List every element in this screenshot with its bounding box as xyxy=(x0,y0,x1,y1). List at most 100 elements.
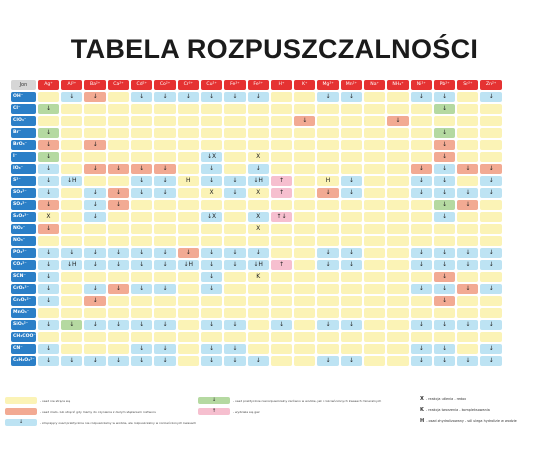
solubility-cell xyxy=(294,332,316,342)
solubility-cell: ↓ xyxy=(154,188,176,198)
solubility-cell: X xyxy=(247,152,269,162)
solubility-cell xyxy=(364,248,386,258)
solubility-cell: ↓ xyxy=(457,200,479,210)
table-row: IO₃⁻ ↓ ↓ ↓ ↓ ↓ ↓ ↓ ↓ ↓ ↓ ↓ xyxy=(11,164,502,174)
solubility-cell: ↓ xyxy=(200,284,223,294)
solubility-cell xyxy=(457,296,479,306)
solubility-cell xyxy=(387,308,409,318)
solubility-cell xyxy=(177,296,199,306)
table-row: I⁻ ↓ ↓X X ↓ xyxy=(11,152,502,162)
solubility-cell: ↓ xyxy=(224,320,246,330)
solubility-cell xyxy=(37,308,60,318)
solubility-cell xyxy=(480,128,502,138)
solubility-cell: ↓ xyxy=(410,284,432,294)
solubility-cell xyxy=(154,212,176,222)
cation-header: Cr³⁺ xyxy=(177,80,199,90)
solubility-cell: ↓ xyxy=(84,164,106,174)
solubility-cell: ↓ xyxy=(433,344,456,354)
legend-yellow: - osad nie strąca się xyxy=(5,397,70,404)
solubility-cell: ↓ xyxy=(131,164,153,174)
solubility-cell: ↓ xyxy=(410,188,432,198)
solubility-cell: ↓H xyxy=(177,260,199,270)
solubility-cell xyxy=(247,320,269,330)
solubility-cell xyxy=(340,344,362,354)
solubility-cell xyxy=(294,104,316,114)
legend-blue: ↓ - strącający osad praktycznie nie rozp… xyxy=(5,419,196,426)
solubility-cell xyxy=(457,344,479,354)
solubility-cell xyxy=(61,308,83,318)
solubility-cell xyxy=(247,116,269,126)
solubility-cell xyxy=(177,140,199,150)
solubility-cell: ↓ xyxy=(457,164,479,174)
solubility-cell xyxy=(224,104,246,114)
solubility-cell xyxy=(107,128,130,138)
solubility-cell: ↓ xyxy=(84,200,106,210)
solubility-cell: ↓ xyxy=(433,284,456,294)
solubility-cell: ↓ xyxy=(410,320,432,330)
header-label: Jon xyxy=(11,80,36,90)
solubility-cell xyxy=(224,284,246,294)
solubility-cell xyxy=(410,296,432,306)
anion-label: BrO₃⁻ xyxy=(11,140,36,150)
solubility-cell xyxy=(387,224,409,234)
solubility-cell: ↓ xyxy=(340,176,362,186)
solubility-cell: X xyxy=(247,212,269,222)
cation-header: Ag⁺ xyxy=(37,80,60,90)
solubility-cell xyxy=(131,236,153,246)
table-row: BrO₃⁻ ↓ ↓ ↓ xyxy=(11,140,502,150)
solubility-cell xyxy=(457,224,479,234)
legend-green-text: - osad praktycznie nierozpuszczalny zaró… xyxy=(233,398,382,403)
solubility-cell xyxy=(317,308,339,318)
solubility-cell: ↓ xyxy=(84,284,106,294)
solubility-cell: ↓ xyxy=(410,356,432,366)
solubility-cell xyxy=(387,320,409,330)
anion-label: MnO₄⁻ xyxy=(11,308,36,318)
solubility-cell xyxy=(294,272,316,282)
table-row: CN⁻ ↓ ↓ ↓ ↓ ↓ ↓ ↓ ↓ xyxy=(11,344,502,354)
table-row: Cl⁻ ↓ ↓ xyxy=(11,104,502,114)
solubility-cell xyxy=(224,200,246,210)
solubility-cell xyxy=(364,332,386,342)
solubility-cell xyxy=(387,188,409,198)
cation-header: Fe³⁺ xyxy=(247,80,269,90)
solubility-cell: ↓ xyxy=(131,188,153,198)
solubility-cell xyxy=(131,272,153,282)
solubility-cell: ↓ xyxy=(317,260,339,270)
solubility-cell xyxy=(131,152,153,162)
solubility-cell: X xyxy=(247,224,269,234)
solubility-cell xyxy=(131,140,153,150)
solubility-cell xyxy=(294,92,316,102)
solubility-cell: ↓H xyxy=(61,176,83,186)
solubility-cell: ↓ xyxy=(131,176,153,186)
solubility-cell xyxy=(107,104,130,114)
solubility-cell xyxy=(364,188,386,198)
page-title: TABELA ROZPUSZCZALNOŚCI xyxy=(70,34,479,64)
legend: - osad nie strąca się - osad mało- lub s… xyxy=(0,391,549,459)
solubility-cell xyxy=(270,224,293,234)
solubility-cell xyxy=(364,308,386,318)
legend-green-swatch: ↓ xyxy=(198,397,230,404)
solubility-cell: ↓ xyxy=(107,200,130,210)
solubility-cell: ↓ xyxy=(433,188,456,198)
solubility-cell: ↓ xyxy=(200,356,223,366)
anion-label: C₂H₂O₄²⁻ xyxy=(11,356,36,366)
solubility-cell xyxy=(364,152,386,162)
solubility-cell xyxy=(107,272,130,282)
table-row: C₂H₂O₄²⁻ ↓ ↓ ↓ ↓ ↓ ↓ ↓ ↓ ↓ ↓ ↓ ↓ ↓ ↓ ↓ xyxy=(11,356,502,366)
solubility-cell: ↓ xyxy=(457,188,479,198)
cation-header: Pb²⁺ xyxy=(433,80,456,90)
solubility-cell xyxy=(177,116,199,126)
solubility-cell xyxy=(61,140,83,150)
solubility-cell xyxy=(317,140,339,150)
solubility-cell xyxy=(154,128,176,138)
solubility-cell xyxy=(154,224,176,234)
solubility-cell: ↓ xyxy=(154,320,176,330)
table-row: SO₃²⁻ ↓ ↓ ↓ ↓ ↓ X ↓ X ↑ ↓ ↓ ↓ ↓ ↓ ↓ xyxy=(11,188,502,198)
solubility-cell xyxy=(154,104,176,114)
solubility-cell: ↓ xyxy=(457,284,479,294)
table-row: NO₃⁻ xyxy=(11,236,502,246)
cation-header: Sr²⁺ xyxy=(457,80,479,90)
solubility-cell xyxy=(294,284,316,294)
solubility-cell xyxy=(410,308,432,318)
solubility-cell xyxy=(387,272,409,282)
